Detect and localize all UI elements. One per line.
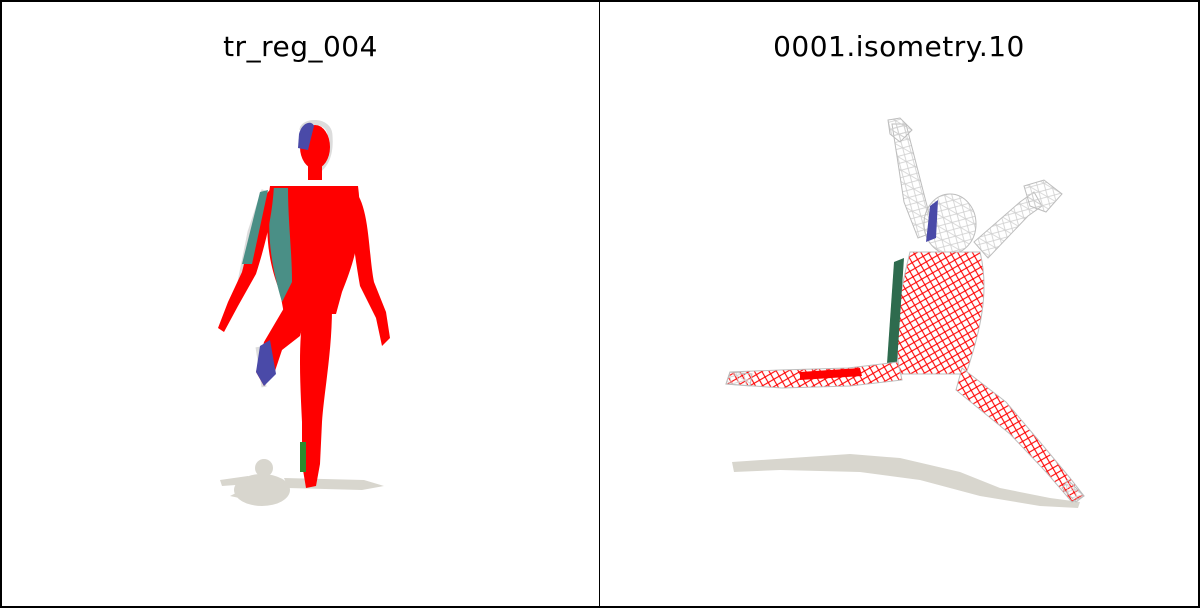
right-body-mesh [725, 117, 1085, 503]
left-body-mesh [218, 120, 390, 488]
left-viewport[interactable]: tr_reg_004 [0, 0, 600, 608]
right-viewport-title: 0001.isometry.10 [773, 30, 1025, 63]
right-scene[interactable] [600, 2, 1197, 606]
right-shadow [732, 454, 1080, 508]
left-viewport-title: tr_reg_004 [223, 30, 378, 63]
right-viewport[interactable]: 0001.isometry.10 [599, 0, 1200, 608]
left-scene[interactable] [2, 2, 600, 606]
